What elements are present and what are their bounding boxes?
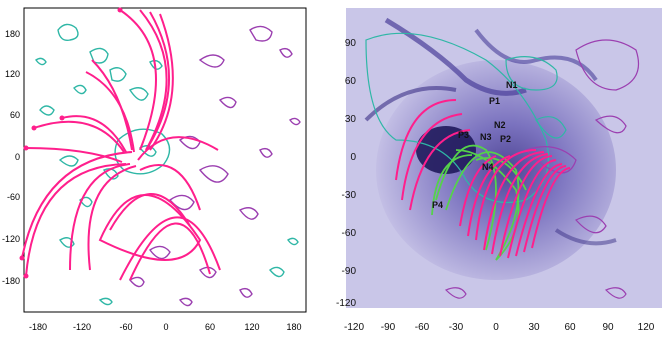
right-xtick: -30 bbox=[449, 322, 464, 333]
left-xtick: 180 bbox=[286, 322, 301, 332]
left-xtick: -60 bbox=[119, 322, 132, 332]
right-xtick: -90 bbox=[381, 322, 396, 333]
label-p2: P2 bbox=[500, 134, 511, 144]
left-ytick: 60 bbox=[10, 110, 20, 120]
label-n2: N2 bbox=[494, 120, 506, 130]
right-ytick: -90 bbox=[342, 266, 357, 277]
right-positive-contours bbox=[365, 32, 567, 204]
right-xtick: 90 bbox=[602, 322, 614, 333]
left-xtick: -120 bbox=[73, 322, 91, 332]
left-ytick: 0 bbox=[15, 152, 20, 162]
right-euv-panel: N1 P1 N2 P3 N3 P2 N4 P4 90 60 30 0 -30 -… bbox=[326, 0, 664, 336]
euv-active-region bbox=[376, 60, 616, 280]
euv-dark-core bbox=[416, 126, 476, 174]
right-ytick: 30 bbox=[345, 114, 357, 125]
left-figure: 180 120 60 0 -60 -120 -180 -180 -120 -60… bbox=[2, 7, 307, 332]
left-magnetogram-panel: 180 120 60 0 -60 -120 -180 -180 -120 -60… bbox=[0, 0, 318, 336]
left-ytick: 180 bbox=[5, 29, 20, 39]
right-xtick: 120 bbox=[638, 322, 655, 333]
right-xtick: 60 bbox=[564, 322, 576, 333]
right-ytick: -30 bbox=[342, 190, 357, 201]
right-ytick: -120 bbox=[336, 298, 356, 309]
left-plot-frame bbox=[23, 7, 307, 313]
left-xtick: 0 bbox=[163, 322, 168, 332]
left-xtick: 120 bbox=[244, 322, 259, 332]
right-xtick: 30 bbox=[528, 322, 540, 333]
left-ytick: -180 bbox=[2, 276, 20, 286]
left-ytick: -60 bbox=[7, 192, 20, 202]
left-ytick: -120 bbox=[2, 234, 20, 244]
right-ytick: 60 bbox=[345, 76, 357, 87]
right-ytick: 90 bbox=[345, 38, 357, 49]
left-xtick: 60 bbox=[205, 322, 215, 332]
label-p1: P1 bbox=[489, 96, 500, 106]
left-field-footpoints bbox=[19, 7, 123, 279]
left-xtick: -180 bbox=[29, 322, 47, 332]
label-n4: N4 bbox=[482, 162, 494, 172]
label-p4: P4 bbox=[432, 200, 443, 210]
right-figure: N1 P1 N2 P3 N3 P2 N4 P4 90 60 30 0 -30 -… bbox=[336, 8, 662, 333]
label-n3: N3 bbox=[480, 132, 492, 142]
right-xtick: -60 bbox=[415, 322, 430, 333]
right-field-lines bbox=[395, 99, 571, 259]
right-xtick: 0 bbox=[493, 322, 499, 333]
label-p3: P3 bbox=[458, 130, 469, 140]
right-negative-contours bbox=[444, 39, 640, 299]
right-ytick: -60 bbox=[342, 228, 357, 239]
right-ytick: 0 bbox=[350, 152, 356, 163]
negative-contours bbox=[128, 25, 301, 307]
left-ytick: 120 bbox=[5, 69, 20, 79]
label-n1: N1 bbox=[506, 80, 518, 90]
left-field-lines bbox=[21, 9, 221, 281]
right-xtick: -120 bbox=[344, 322, 364, 333]
